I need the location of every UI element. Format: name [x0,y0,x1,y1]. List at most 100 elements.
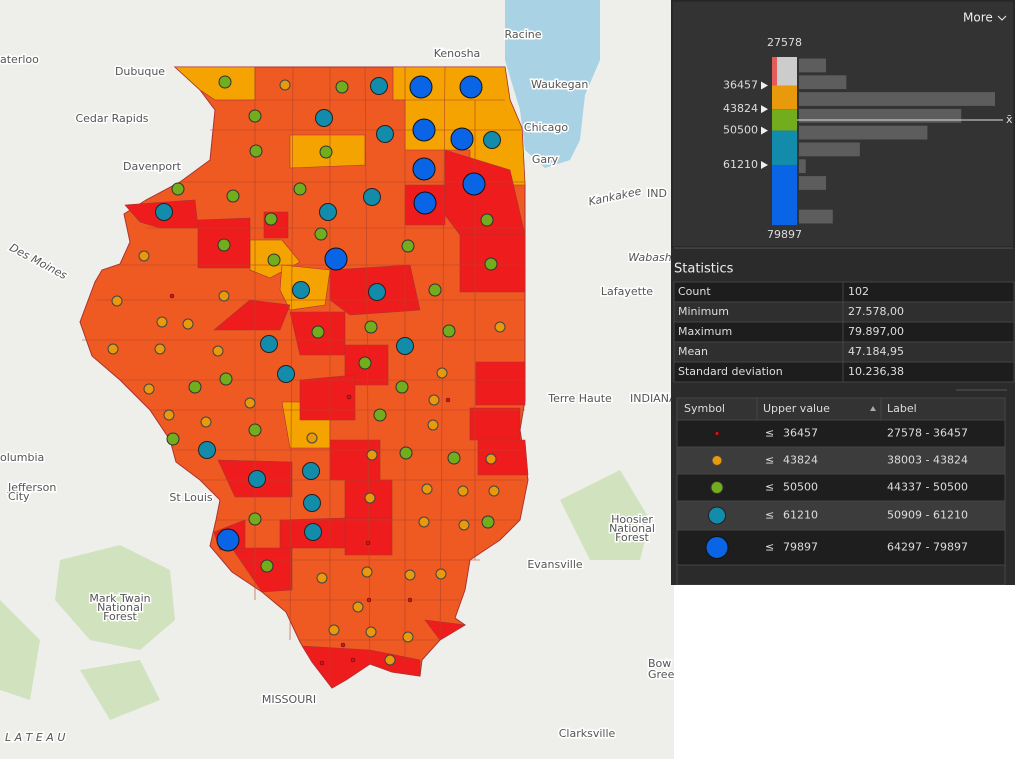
map-symbol [358,356,372,370]
histogram: 27578 36457 43824 50500 61210 79897 x̄ [723,36,1013,241]
map-symbol [396,337,414,355]
place-label: City [8,490,30,503]
map-symbol [319,145,333,159]
ramp-segment [772,109,797,131]
map-symbol [412,118,436,142]
column-header[interactable]: Label [887,402,917,415]
place-label: aterloo [0,53,39,66]
map-symbol [328,624,340,636]
symbol-row [676,419,1006,448]
panel-graphics: More Statistics Count 102 Minimum 27.578,00… [671,0,1015,586]
place-label: Hoosier [611,513,653,526]
map-symbol [442,324,456,338]
class-symbol [708,506,726,525]
more-button[interactable]: More [963,11,993,25]
lake-michigan [505,0,600,168]
symbol-row [676,446,1006,475]
place-label: Bow [648,657,671,670]
class-label: 64297 - 79897 [887,541,968,554]
map-symbol [428,283,442,297]
map-symbol [315,109,333,127]
map-symbol [218,75,232,89]
map-symbol [483,131,501,149]
map-symbol [217,238,231,252]
map-symbol [260,559,274,573]
map-symbol [404,569,416,581]
place-label: olumbia [0,451,44,464]
map-symbol [279,79,291,91]
histogram-bar [799,209,833,224]
histogram-bar [799,92,995,106]
map-symbol [366,597,372,603]
map-symbol [409,75,433,99]
map-symbol [401,239,415,253]
stat-value: 79.897,00 [848,325,904,338]
histogram-bar [799,176,827,190]
class-symbol [710,481,724,494]
place-label: Davenport [123,160,182,173]
place-label: INDIANA [630,392,674,405]
break-handle [761,160,768,169]
map-symbol [319,203,337,221]
map-symbol [413,191,437,215]
map-symbol [494,321,506,333]
symbol-row [676,473,1006,502]
map-symbol [457,485,469,497]
map-symbol [248,423,262,437]
place-label: St Louis [169,491,212,504]
histogram-bar [799,125,928,140]
symbol-row [676,500,1006,531]
place-label: IND [647,187,667,200]
map-symbol [143,383,155,395]
place-label: Mark Twain [89,592,150,605]
map-symbol [488,485,500,497]
map-symbol [306,432,318,444]
stat-value: 47.184,95 [848,345,904,358]
place-label: National [609,522,655,535]
stat-value: 10.236,38 [848,365,904,378]
class-label: 27578 - 36457 [887,427,968,440]
map-symbol [480,213,494,227]
map-symbol [324,247,348,271]
map-symbol [384,654,396,666]
map-symbol [107,343,119,355]
break-label: 79897 [767,228,802,241]
map-symbol [226,189,240,203]
map-symbol [319,660,325,666]
map-symbol [156,316,168,328]
break-handle [761,81,768,90]
place-label: Gary [532,153,559,166]
map-symbol [399,446,413,460]
map-symbol [368,283,386,301]
column-header[interactable]: Symbol [684,402,725,415]
place-label: Evansville [527,558,583,571]
map-symbol [302,462,320,480]
map-labels: Kenosha Racine Waukegan Chicago Gary Dubuque a… [0,27,674,746]
histogram-bar [799,58,827,73]
histogram-bar [799,75,847,90]
map-symbol [316,572,328,584]
map-symbol [303,494,321,512]
map-symbol [462,172,486,196]
map-symbol [365,626,377,638]
place-label: Gree [648,668,674,681]
class-label: 44337 - 50500 [887,481,968,494]
more-chevron[interactable] [997,15,1007,21]
stat-name: Maximum [678,325,732,338]
map-symbol [346,394,352,400]
table-header [676,397,1006,421]
operator: ≤ [765,541,774,554]
map-symbol [366,449,378,461]
stat-row [673,341,1015,363]
map-symbol [450,127,474,151]
upper-value: 79897 [783,541,818,554]
place-label: Lafayette [601,285,653,298]
map-symbol [219,372,233,386]
class-symbol [714,431,720,436]
column-header[interactable]: Upper value [763,402,830,415]
map-symbol [436,367,448,379]
symbol-table: Symbol Upper value Label ≤ 36457 27578 - 3645… [676,397,1006,586]
map-symbol [244,397,256,409]
map-symbol [218,290,230,302]
